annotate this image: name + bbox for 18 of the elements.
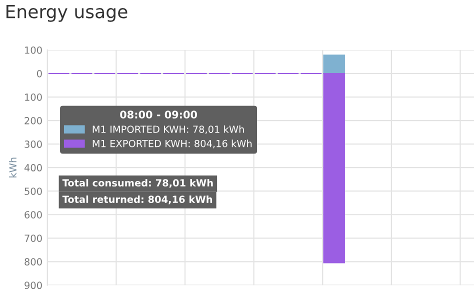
y-tick-label: 700 bbox=[24, 234, 42, 242]
chart-title: Energy usage bbox=[6, 4, 128, 22]
y-tick-label: 900 bbox=[24, 282, 42, 290]
y-axis-title: kWh bbox=[9, 158, 16, 178]
legend-label: M1 IMPORTED KWH: 78,01 kWh bbox=[92, 125, 244, 134]
y-tick-label: 100 bbox=[25, 46, 42, 54]
y-tick-label: 200 bbox=[24, 117, 42, 124]
legend-title: 08:00 - 09:00 bbox=[120, 110, 197, 119]
y-tick-label: 500 bbox=[24, 188, 42, 195]
y-tick-label: 100 bbox=[25, 94, 42, 101]
y-tick-label: 300 bbox=[24, 140, 42, 148]
annotation: Total returned: 804,16 kWh bbox=[62, 195, 212, 204]
legend-label: M1 EXPORTED KWH: 804,16 kWh bbox=[92, 140, 252, 148]
annotation: Total consumed: 78,01 kWh bbox=[62, 179, 213, 188]
y-tick-label: 600 bbox=[24, 211, 42, 218]
y-tick-label: 400 bbox=[24, 164, 42, 172]
y-tick-label: 800 bbox=[24, 258, 42, 266]
y-tick-label: 0 bbox=[36, 70, 42, 78]
